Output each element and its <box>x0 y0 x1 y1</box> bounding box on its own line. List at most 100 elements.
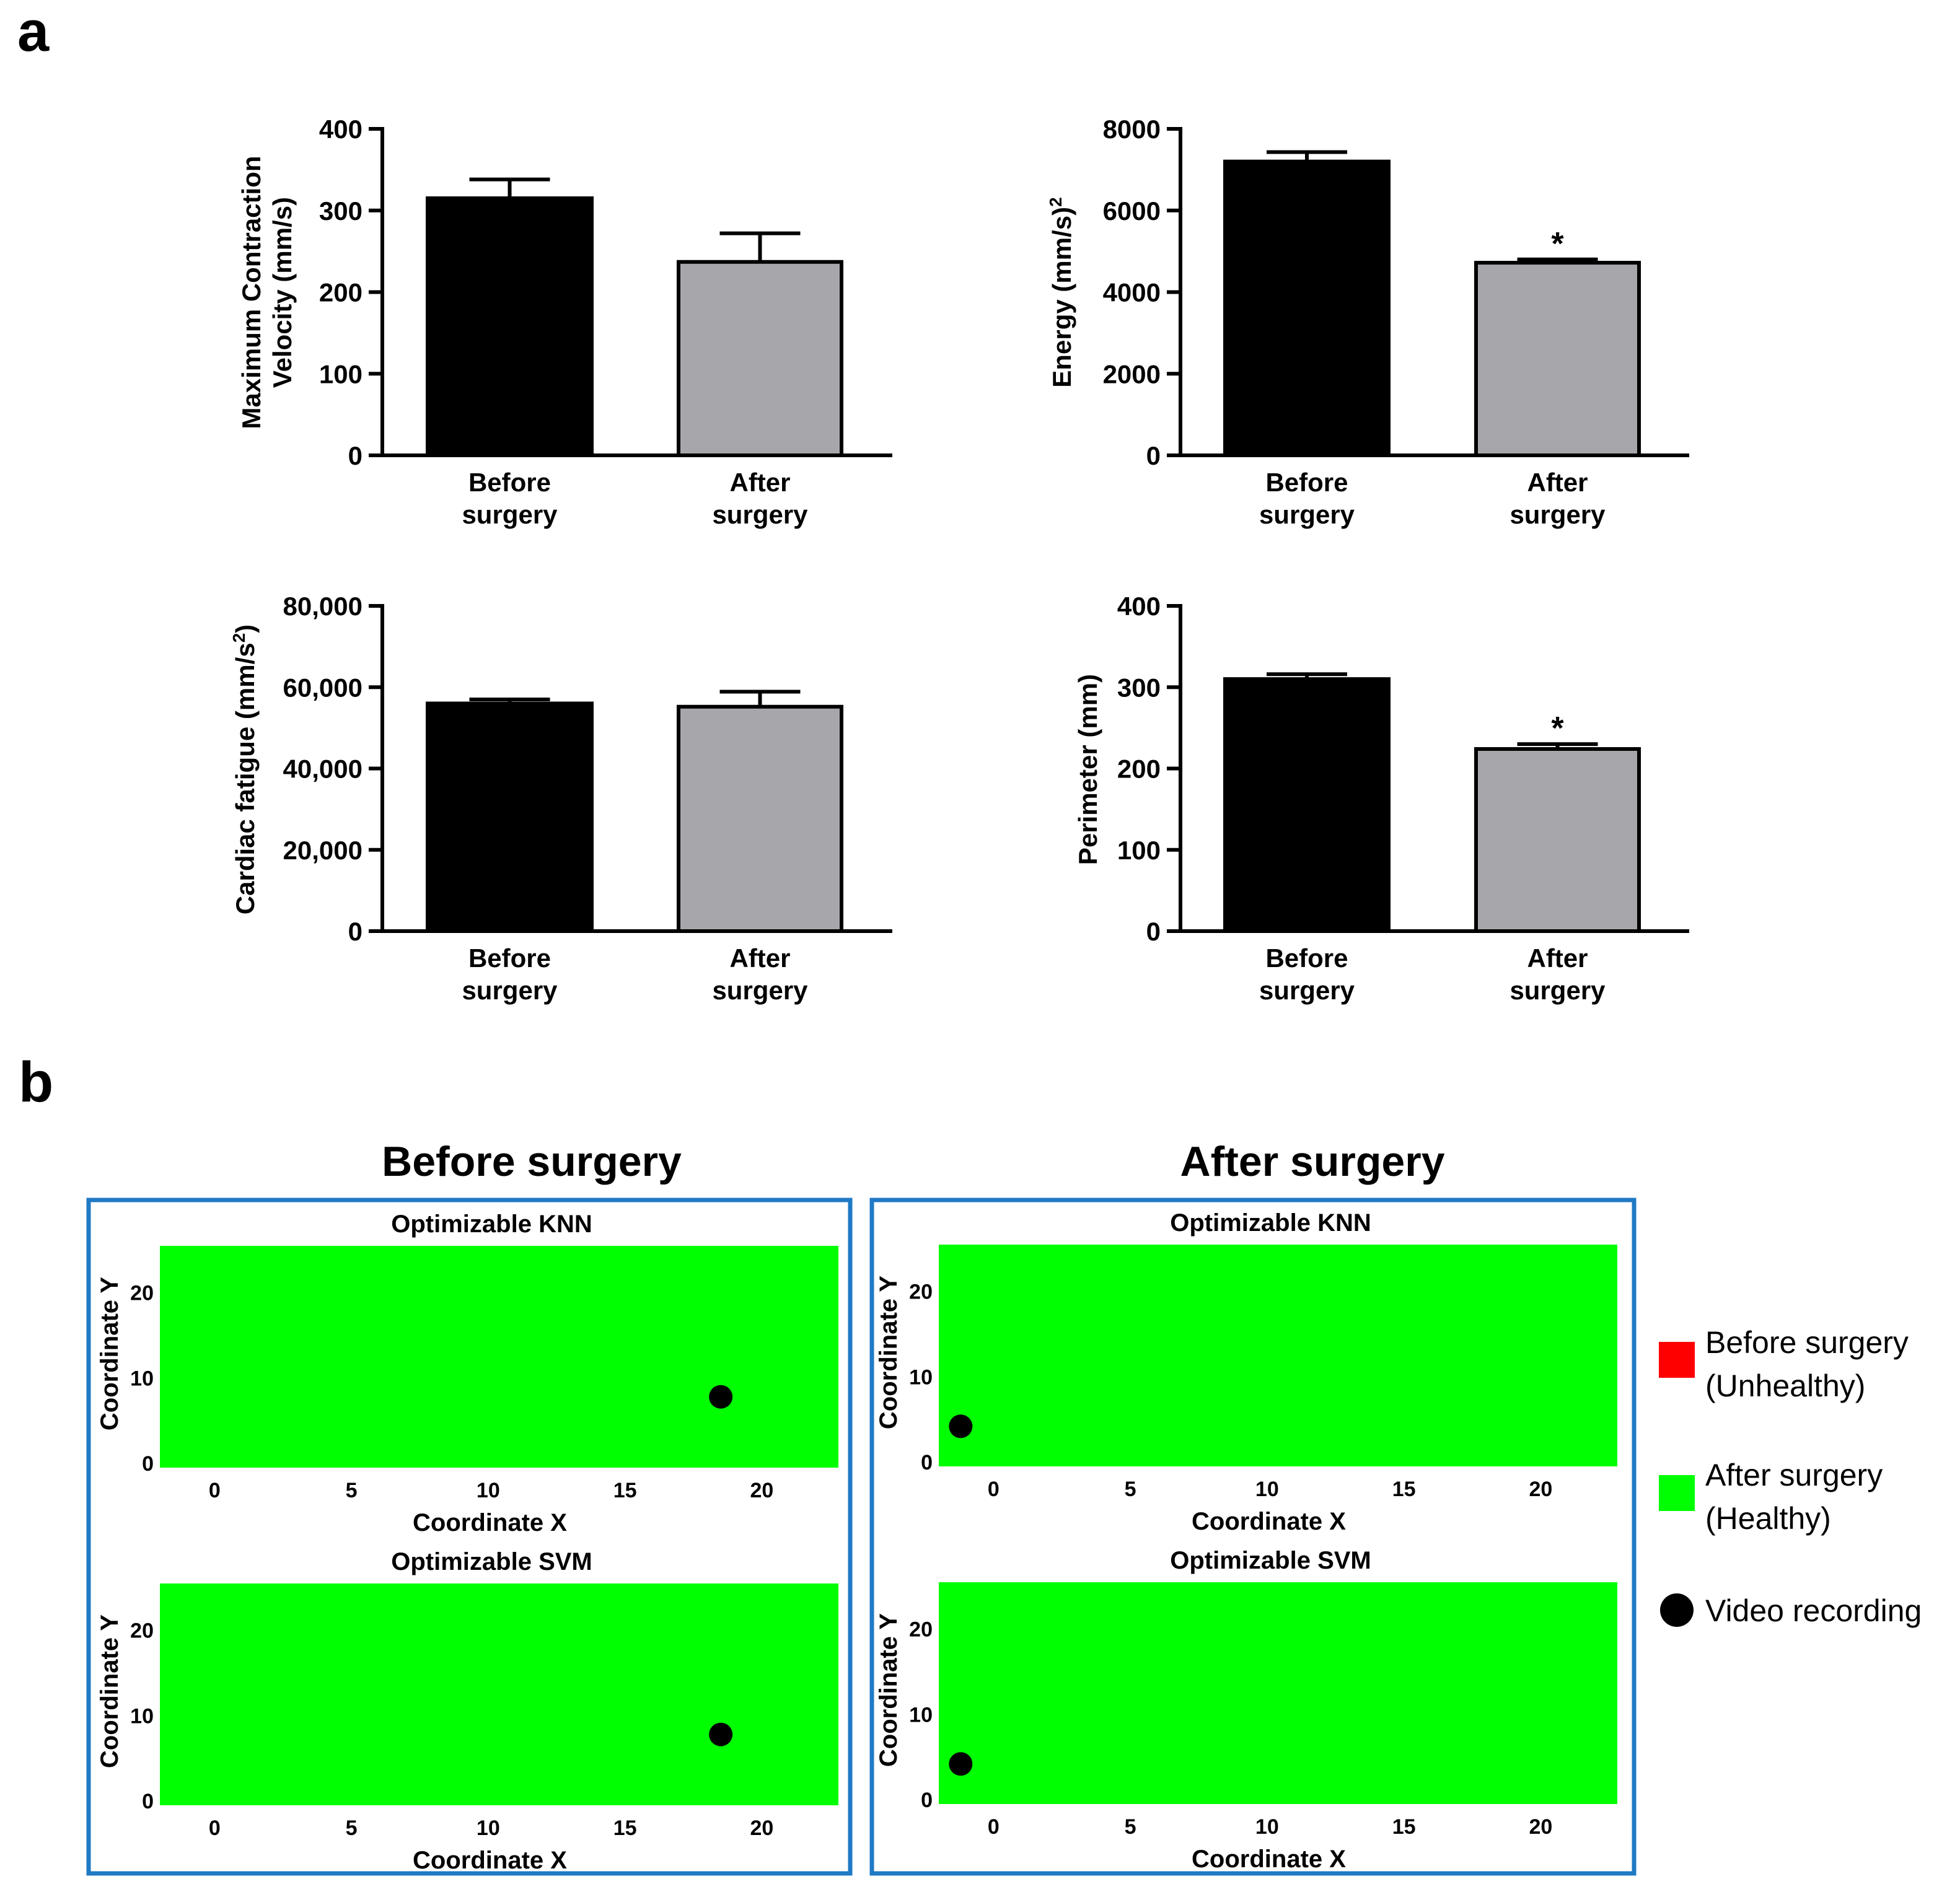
y-tick-label: 2000 <box>1103 359 1161 388</box>
x-tick-label: 10 <box>477 1479 500 1502</box>
y-tick-label: 20 <box>909 1281 933 1304</box>
y-tick-label: 10 <box>130 1367 154 1390</box>
x-tick-label: 15 <box>613 1816 637 1840</box>
y-tick-label: 10 <box>909 1365 933 1389</box>
y-axis-title: Coordinate Y <box>96 1614 123 1769</box>
video-recording-point <box>709 1385 733 1409</box>
column-title-after-surgery: After surgery <box>1180 1138 1444 1185</box>
y-axis-title: Perimeter (mm) <box>1073 674 1102 865</box>
legend: Before surgery (Unhealthy) After surgery… <box>1659 1325 1922 1628</box>
bar-after-surgery <box>677 260 843 457</box>
x-category-label: Before <box>1265 468 1348 497</box>
y-tick-label: 0 <box>142 1452 154 1476</box>
subplot-title: Optimizable KNN <box>1170 1209 1371 1237</box>
y-tick-label: 0 <box>142 1790 154 1813</box>
x-category-label: surgery <box>462 976 558 1005</box>
significance-marker: * <box>1551 226 1564 262</box>
y-tick-label: 80,000 <box>283 592 363 621</box>
legend-label-before-surgery: Before surgery <box>1705 1325 1909 1360</box>
y-tick-label: 200 <box>1117 755 1161 784</box>
knn-plot-before-surgery: Optimizable KNN 0 5 10 15 20 0 10 20 Coordinate X… <box>96 1211 838 1536</box>
x-category-label: surgery <box>1510 976 1606 1005</box>
bar-chart-cardiac-fatigue: 0 20,000 40,000 60,000 80,000 Before surgery Af… <box>229 592 892 1005</box>
panel-a-label: a <box>17 0 50 63</box>
y-axis-title: Cardiac fatigue (mm/s2) <box>229 624 260 914</box>
bar-chart-perimeter: * 0 100 200 300 400 Before surgery After surgery P… <box>1073 592 1689 1005</box>
y-axis-title: Velocity (mm/s) <box>268 197 297 388</box>
y-tick-label: 8000 <box>1103 115 1161 144</box>
y-tick-label: 0 <box>348 441 363 470</box>
y-axis-title: Coordinate Y <box>96 1277 123 1431</box>
x-tick-label: 20 <box>1529 1815 1552 1839</box>
bar-before-surgery <box>1223 159 1391 457</box>
x-axis-title: Coordinate X <box>413 1509 567 1536</box>
y-axis-title: Energy (mm/s)2 <box>1046 197 1077 387</box>
y-tick-label: 0 <box>348 917 363 946</box>
x-axis-title: Coordinate X <box>413 1847 567 1874</box>
y-tick-label: 0 <box>921 1789 933 1812</box>
y-tick-label: 400 <box>319 115 363 144</box>
y-tick-label: 200 <box>319 278 363 307</box>
x-tick-label: 15 <box>1392 1815 1416 1839</box>
y-tick-label: 20 <box>909 1618 933 1642</box>
x-tick-label: 20 <box>750 1816 773 1840</box>
y-tick-label: 6000 <box>1103 196 1161 226</box>
svm-plot-after-surgery: Optimizable SVM 0 5 10 15 20 0 10 20 Coordinate X… <box>875 1547 1617 1873</box>
x-category-label: surgery <box>462 500 558 529</box>
x-category-label: surgery <box>1259 500 1355 529</box>
legend-label-after-surgery: After surgery <box>1705 1458 1883 1492</box>
y-axis-title: Coordinate Y <box>875 1276 902 1430</box>
y-tick-label: 10 <box>130 1704 154 1728</box>
healthy-region <box>160 1583 838 1805</box>
x-category-label: Before <box>468 468 551 497</box>
y-tick-label: 60,000 <box>283 673 363 702</box>
svm-plot-before-surgery: Optimizable SVM 0 5 10 15 20 0 10 20 Coordinate X… <box>96 1548 838 1874</box>
x-tick-label: 15 <box>613 1479 637 1502</box>
y-tick-label: 0 <box>1146 441 1161 470</box>
panel-b-label: b <box>19 1051 53 1114</box>
y-tick-label: 20,000 <box>283 836 363 865</box>
bar-after-surgery <box>677 704 843 933</box>
x-category-label: After <box>1527 468 1588 497</box>
y-tick-label: 0 <box>1146 917 1161 946</box>
bar-after-surgery <box>1474 747 1641 933</box>
y-axis-title: Coordinate Y <box>875 1613 902 1767</box>
x-category-label: After <box>729 944 790 973</box>
bar-before-surgery <box>426 701 594 933</box>
healthy-region <box>939 1245 1617 1466</box>
y-tick-label: 300 <box>1117 673 1161 702</box>
legend-marker-video-recording <box>1660 1593 1694 1627</box>
x-tick-label: 0 <box>988 1478 1000 1501</box>
video-recording-point <box>949 1414 973 1439</box>
frame-after-surgery <box>869 1198 1637 1876</box>
subplot-title: Optimizable SVM <box>391 1548 592 1575</box>
y-tick-label: 0 <box>921 1451 933 1474</box>
x-tick-label: 10 <box>1255 1815 1279 1839</box>
bar-after-surgery <box>1474 261 1641 457</box>
legend-label-video-recording: Video recording <box>1705 1593 1922 1628</box>
legend-swatch-unhealthy <box>1659 1342 1695 1378</box>
video-recording-point <box>709 1722 733 1746</box>
x-category-label: After <box>1527 944 1588 973</box>
x-tick-label: 15 <box>1392 1478 1416 1501</box>
y-tick-label: 10 <box>909 1703 933 1727</box>
video-recording-point <box>949 1752 973 1776</box>
y-tick-label: 20 <box>130 1619 154 1643</box>
x-tick-label: 20 <box>750 1479 773 1502</box>
bar-chart-energy: * 0 2000 4000 6000 8000 Before surgery After surg… <box>1046 115 1689 529</box>
x-tick-label: 20 <box>1529 1478 1552 1501</box>
healthy-region <box>939 1582 1617 1804</box>
knn-plot-after-surgery: Optimizable KNN 0 5 10 15 20 0 10 20 Coordinate X… <box>875 1209 1617 1535</box>
x-category-label: surgery <box>712 500 808 529</box>
healthy-region <box>160 1246 838 1468</box>
x-category-label: After <box>729 468 790 497</box>
y-axis-title: Maximum Contraction <box>237 155 266 429</box>
subplot-title: Optimizable KNN <box>391 1211 592 1238</box>
x-axis-title: Coordinate X <box>1192 1508 1346 1535</box>
legend-swatch-healthy <box>1659 1475 1695 1511</box>
x-tick-label: 0 <box>209 1479 221 1502</box>
significance-marker: * <box>1551 711 1564 747</box>
bar-before-surgery <box>1223 677 1391 933</box>
y-tick-label: 40,000 <box>283 755 363 784</box>
